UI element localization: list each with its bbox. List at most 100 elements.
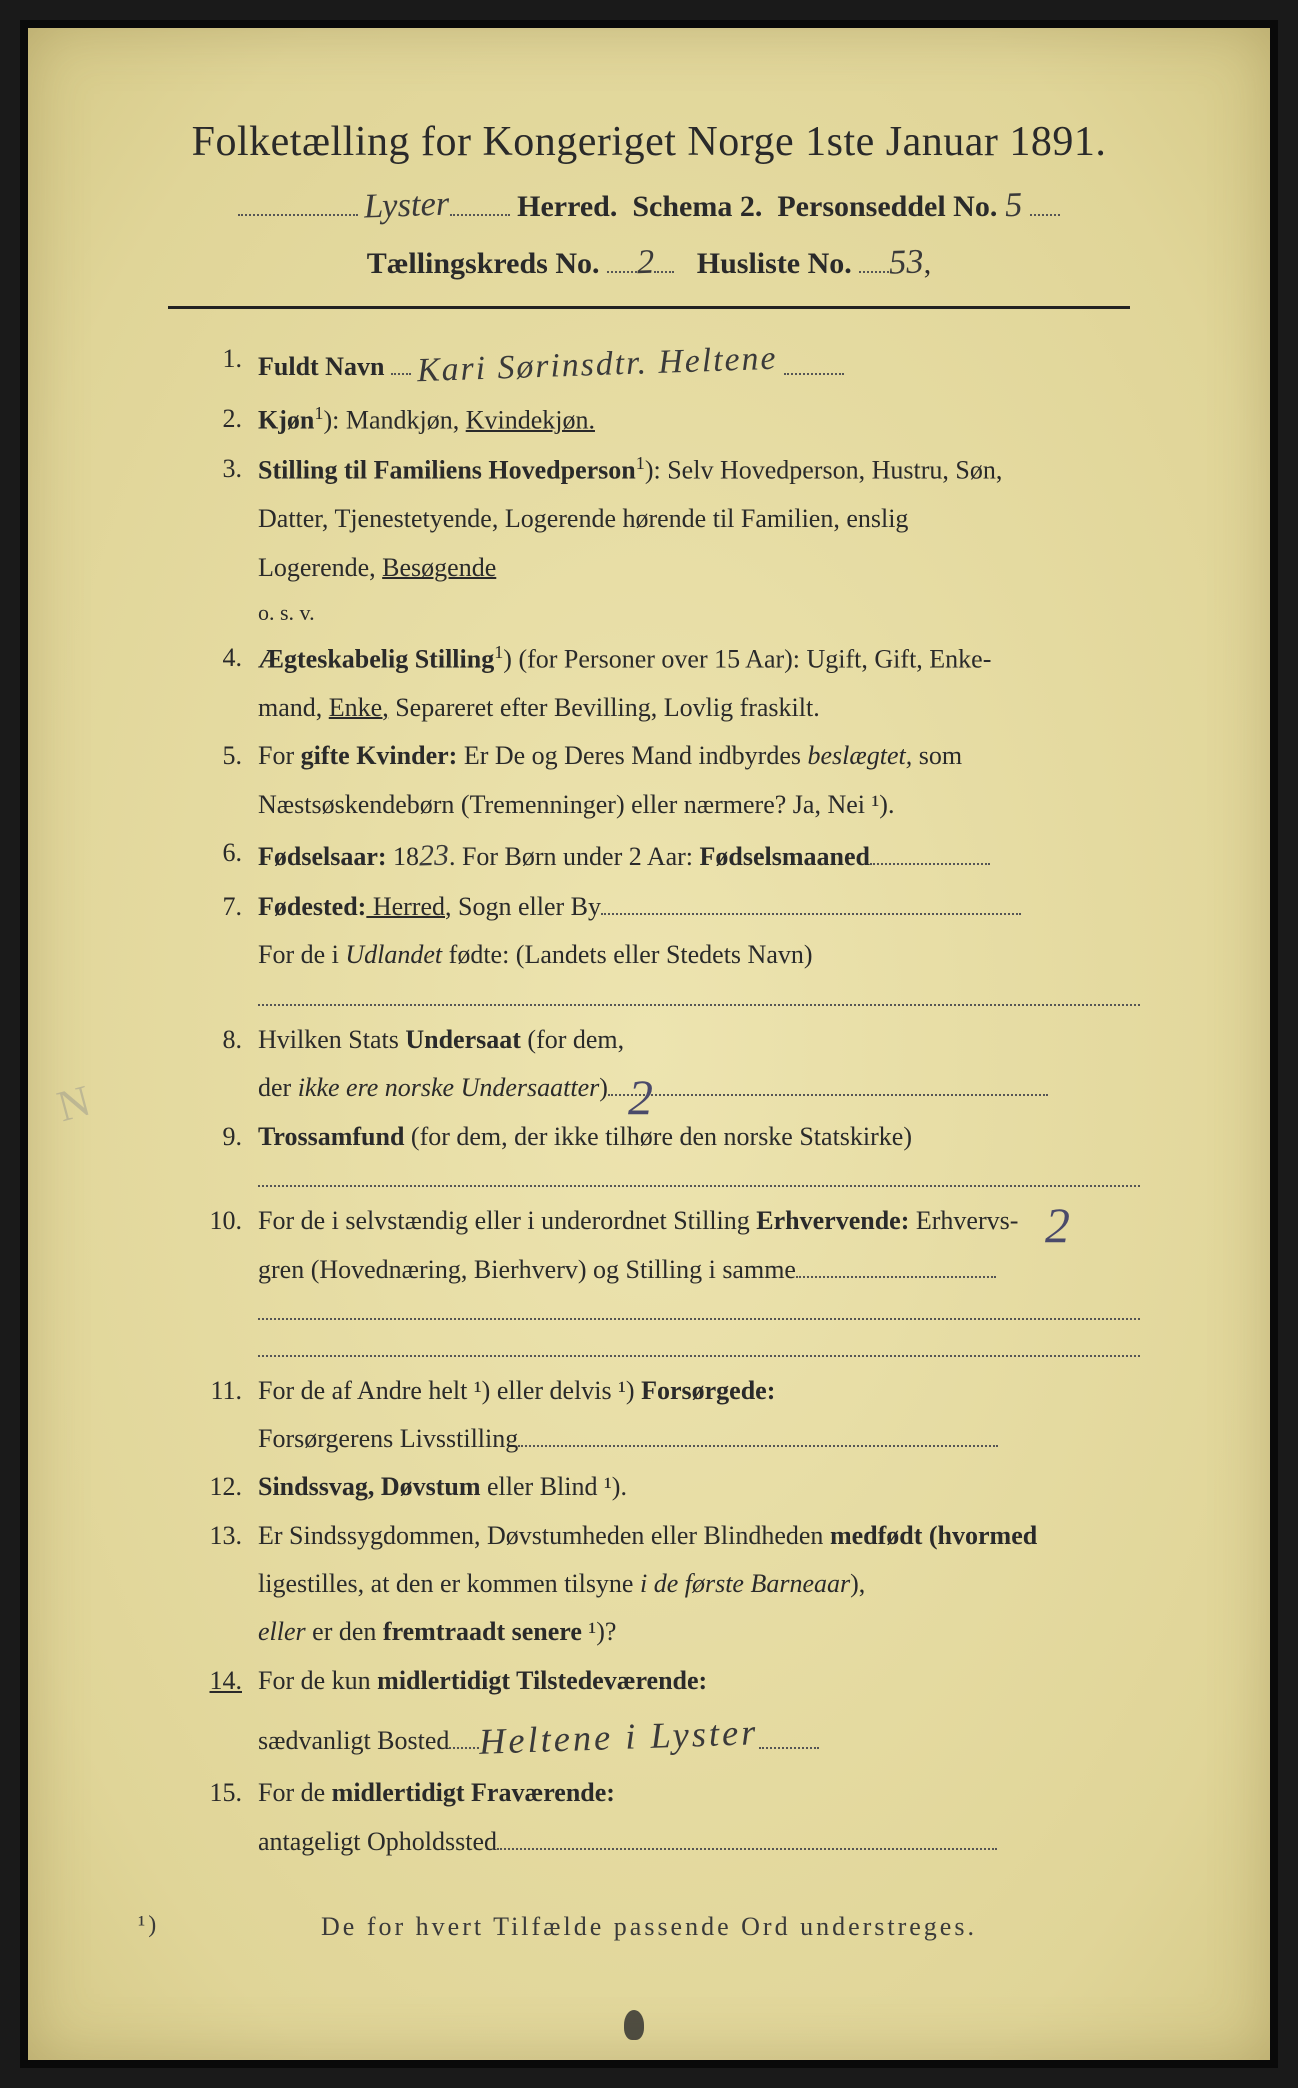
footnote: ¹) De for hvert Tilfælde passende Ord un… bbox=[108, 1912, 1190, 1942]
q7-label: Fødested: bbox=[258, 892, 366, 921]
dotted-line bbox=[258, 1334, 1140, 1356]
q8-contb: ) bbox=[599, 1073, 608, 1102]
header-line-kreds: Tællingskreds No. 2 Husliste No. 53, bbox=[108, 243, 1190, 282]
comma: , bbox=[924, 247, 932, 280]
q11-num: 11. bbox=[198, 1371, 258, 1411]
q8-cont-italic: ikke ere norske Undersaatter bbox=[298, 1073, 600, 1102]
sup: 1 bbox=[494, 642, 503, 662]
sup: 1 bbox=[636, 453, 645, 473]
q10-bold: Erhvervende: bbox=[756, 1206, 909, 1235]
q8-cont: der ikke ere norske Undersaatter) bbox=[198, 1068, 1140, 1108]
q2-label: Kjøn bbox=[258, 406, 314, 435]
q7-num: 7. bbox=[198, 887, 258, 927]
margin-scribble: N bbox=[52, 1075, 96, 1132]
q3-num: 3. bbox=[198, 449, 258, 489]
q5-num: 5. bbox=[198, 736, 258, 776]
question-2: 2. Kjøn1): Mandkjøn, Kvindekjøn. bbox=[198, 399, 1140, 441]
q4-num: 4. bbox=[198, 638, 258, 678]
dotted-line bbox=[258, 984, 1140, 1006]
q3-cont2-underlined: Besøgende bbox=[382, 553, 496, 582]
q8-num: 8. bbox=[198, 1020, 258, 1060]
question-14: 14. For de kun midlertidigt Tilstedevære… bbox=[198, 1661, 1140, 1701]
q13-cont2-italic: eller bbox=[258, 1617, 306, 1646]
dotted bbox=[784, 353, 844, 375]
q15-bold: midlertidigt Fraværende: bbox=[332, 1778, 615, 1807]
q15-cont: antageligt Opholdssted bbox=[198, 1822, 1140, 1862]
q10-texta: For de i selvstændig eller i underordnet… bbox=[258, 1206, 756, 1235]
q4-cont1-underlined: Enke, bbox=[329, 693, 389, 722]
q3-text1: ): Selv Hovedperson, Hustru, Søn, bbox=[645, 456, 1002, 485]
q2-text: ): Mandkjøn, bbox=[323, 406, 465, 435]
q3-cont1: Datter, Tjenestetyende, Logerende hørend… bbox=[198, 499, 1140, 539]
q12-bold: Sindssvag, Døvstum bbox=[258, 1472, 481, 1501]
q5-bold: gifte Kvinder: bbox=[301, 741, 458, 770]
q5-italic: beslægtet, bbox=[808, 741, 913, 770]
header-line-herred: Lyster Herred. Schema 2. Personseddel No… bbox=[108, 186, 1190, 225]
hw-mark-q10: 2 bbox=[628, 1068, 653, 1126]
q2-underlined: Kvindekjøn. bbox=[466, 406, 595, 435]
q13-bold: medfødt (hvormed bbox=[830, 1521, 1037, 1550]
question-4: 4. Ægteskabelig Stilling1) (for Personer… bbox=[198, 638, 1140, 680]
q12-text: eller Blind ¹). bbox=[481, 1472, 627, 1501]
q5-texta: For bbox=[258, 741, 301, 770]
q13-cont2b: ¹)? bbox=[582, 1617, 617, 1646]
hw-mark-q11: 2 bbox=[1045, 1196, 1070, 1254]
dotted bbox=[449, 1727, 479, 1749]
ink-smudge bbox=[624, 2010, 644, 2040]
q8-bold: Undersaat bbox=[405, 1025, 521, 1054]
q3-cont2a: Logerende, bbox=[258, 553, 382, 582]
q5-cont: Næstsøskendebørn (Tremenninger) eller næ… bbox=[198, 785, 1140, 825]
personseddel-label: Personseddel No. bbox=[777, 190, 997, 223]
q10-textb: Erhvervs- bbox=[909, 1206, 1018, 1235]
question-1: 1. Fuldt Navn Kari Sørinsdtr. Heltene bbox=[198, 339, 1140, 391]
dotted bbox=[391, 353, 411, 375]
q13-cont1: ligestilles, at den er kommen tilsyne i … bbox=[198, 1564, 1140, 1604]
dotted-suffix bbox=[450, 189, 510, 216]
header-divider bbox=[168, 306, 1130, 309]
q10-num: 10. bbox=[198, 1201, 258, 1241]
herred-handwritten: Lyster bbox=[364, 185, 451, 227]
q1-name-handwritten: Kari Sørinsdtr. Heltene bbox=[417, 333, 779, 398]
dotted-line bbox=[258, 1298, 1140, 1320]
q7-text: Sogn eller By bbox=[452, 892, 602, 921]
question-3: 3. Stilling til Familiens Hovedperson1):… bbox=[198, 449, 1140, 491]
dotted bbox=[608, 1074, 1048, 1096]
q7-cont: For de i Udlandet fødte: (Landets eller … bbox=[198, 935, 1140, 975]
q15-texta: For de bbox=[258, 1778, 332, 1807]
q5-textc: som bbox=[912, 741, 962, 770]
q10-cont-text: gren (Hovednæring, Bierhverv) og Stillin… bbox=[258, 1255, 796, 1284]
q14-texta: For de kun bbox=[258, 1666, 377, 1695]
kreds-no-handwritten: 2 bbox=[636, 243, 655, 283]
q14-num: 14. bbox=[198, 1661, 258, 1701]
q6-label: Fødselsaar: bbox=[258, 842, 387, 871]
q6-year-hw: 23 bbox=[418, 832, 449, 879]
q3-cont3: o. s. v. bbox=[198, 596, 1140, 630]
question-13: 13. Er Sindssygdommen, Døvstumheden elle… bbox=[198, 1516, 1140, 1556]
q6-textb: . For Børn under 2 Aar: bbox=[449, 842, 700, 871]
q4-cont1a: mand, bbox=[258, 693, 329, 722]
q4-cont1: mand, Enke, Separeret efter Bevilling, L… bbox=[198, 688, 1140, 728]
q4-label: Ægteskabelig Stilling bbox=[258, 645, 494, 674]
q6-year-prefix: 18 bbox=[387, 842, 420, 871]
q13-cont2a: er den bbox=[306, 1617, 383, 1646]
question-10: 10. For de i selvstændig eller i underor… bbox=[198, 1201, 1140, 1241]
dotted bbox=[870, 843, 990, 865]
q13-num: 13. bbox=[198, 1516, 258, 1556]
q15-num: 15. bbox=[198, 1773, 258, 1813]
dotted bbox=[759, 1727, 819, 1749]
q11-texta: For de af Andre helt ¹) eller delvis ¹) bbox=[258, 1376, 641, 1405]
q8-conta: der bbox=[258, 1073, 298, 1102]
q14-cont: sædvanligt BostedHeltene i Lyster bbox=[198, 1709, 1140, 1765]
q11-cont-text: Forsørgerens Livsstilling bbox=[258, 1424, 518, 1453]
q13-texta: Er Sindssygdommen, Døvstumheden eller Bl… bbox=[258, 1521, 830, 1550]
q7-contb: fødte: (Landets eller Stedets Navn) bbox=[442, 940, 812, 969]
census-title: Folketælling for Kongeriget Norge 1ste J… bbox=[108, 118, 1190, 166]
dotted bbox=[518, 1425, 998, 1447]
dotted-prefix bbox=[238, 189, 358, 216]
footnote-text: De for hvert Tilfælde passende Ord under… bbox=[321, 1912, 977, 1941]
question-7: 7. Fødested: Herred, Sogn eller By bbox=[198, 887, 1140, 927]
q11-cont: Forsørgerens Livsstilling bbox=[198, 1419, 1140, 1459]
q4-text1: ) (for Personer over 15 Aar): Ugift, Gif… bbox=[503, 645, 991, 674]
dotted bbox=[607, 246, 637, 273]
q13-cont1-italic: i de første Barneaar bbox=[640, 1569, 850, 1598]
